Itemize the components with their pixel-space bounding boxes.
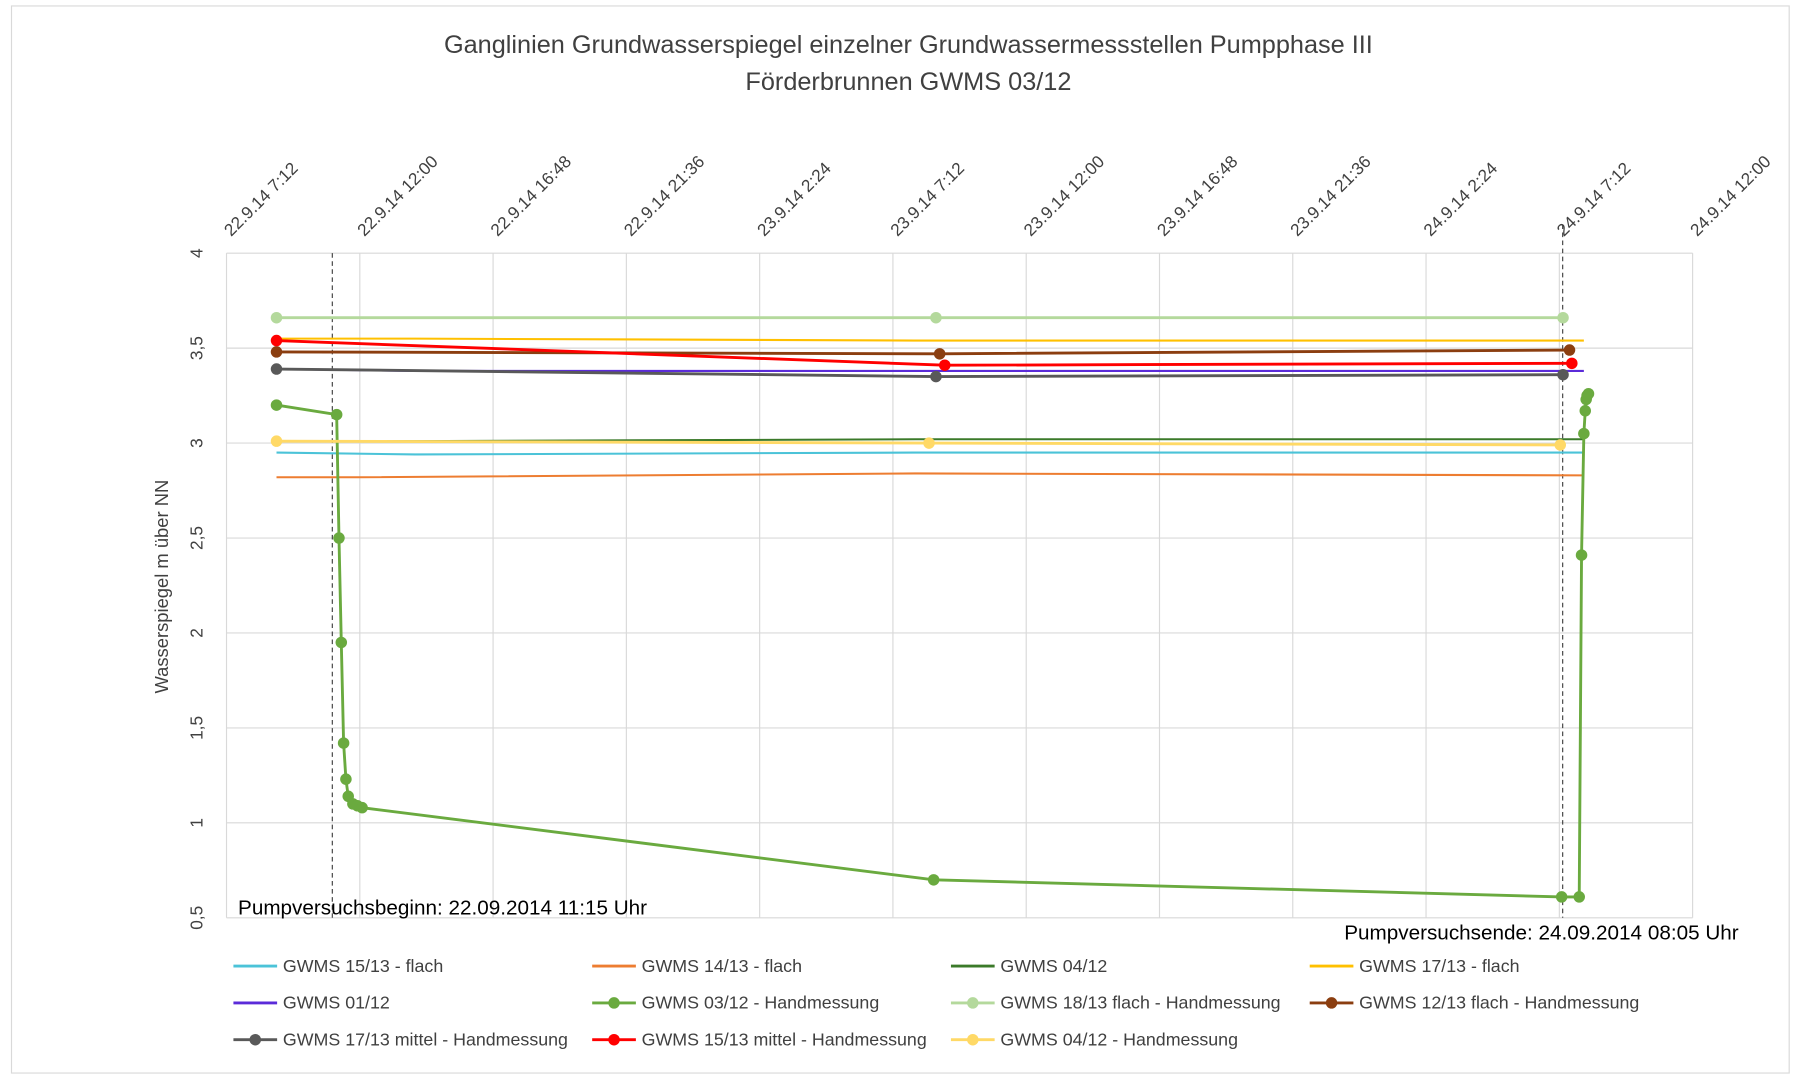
data-point xyxy=(356,801,368,814)
legend: GWMS 15/13 - flach GWMS 14/13 - flach GWMS… xyxy=(233,956,1639,1049)
legend-label: GWMS 03/12 - Handmessung xyxy=(642,993,880,1013)
legend-marker xyxy=(1325,997,1338,1009)
series-line xyxy=(276,337,1584,342)
data-point xyxy=(1566,357,1578,370)
legend-label: GWMS 15/13 - flach xyxy=(283,956,443,976)
data-point xyxy=(1563,344,1576,356)
data-point xyxy=(270,363,283,375)
y-tick-label: 1 xyxy=(186,818,206,828)
legend-label: GWMS 15/13 mittel - Handmessung xyxy=(642,1029,927,1049)
data-point xyxy=(1557,368,1569,381)
y-axis-label: Wasserspiegel m über NN xyxy=(151,480,172,694)
series-line xyxy=(276,472,1584,479)
plot xyxy=(270,224,1595,918)
legend-label: GWMS 18/13 flach - Handmessung xyxy=(1000,993,1280,1013)
legend-marker xyxy=(967,1033,979,1046)
series-line xyxy=(276,451,1584,456)
y-tick-label: 3,5 xyxy=(186,336,206,360)
data-point xyxy=(330,408,343,421)
legend-label: GWMS 01/12 xyxy=(283,993,390,1013)
legend-marker xyxy=(608,1033,620,1046)
data-point xyxy=(930,311,942,324)
y-tick-label: 1,5 xyxy=(186,716,206,740)
legend-marker xyxy=(608,997,620,1009)
data-point xyxy=(1573,891,1585,903)
data-point xyxy=(337,737,350,749)
data-point xyxy=(923,437,935,449)
data-point xyxy=(270,346,283,358)
y-tick-label: 3 xyxy=(186,438,206,448)
legend-label: GWMS 12/13 flach - Handmessung xyxy=(1359,993,1639,1013)
legend-label: GWMS 04/12 - Handmessung xyxy=(1000,1029,1238,1049)
data-point xyxy=(933,348,946,360)
data-point xyxy=(270,435,283,447)
legend-marker xyxy=(967,997,979,1009)
annotation: Pumpversuchsende: 24.09.2014 08:05 Uhr xyxy=(1344,922,1739,945)
data-point xyxy=(1555,891,1568,903)
data-point xyxy=(939,359,951,371)
y-tick-label: 0,5 xyxy=(186,906,206,930)
data-point xyxy=(930,370,942,383)
legend-label: GWMS 17/13 mittel - Handmessung xyxy=(283,1029,568,1049)
data-point xyxy=(1575,549,1588,561)
y-tick-label: 2,5 xyxy=(186,526,206,550)
annotation: Pumpversuchsbeginn: 22.09.2014 11:15 Uhr xyxy=(238,896,647,919)
data-point xyxy=(1578,427,1590,440)
data-point xyxy=(270,399,283,411)
legend-label: GWMS 17/13 - flach xyxy=(1359,956,1519,976)
data-point xyxy=(340,773,352,785)
chart-title: Ganglinien Grundwasserspiegel einzelner … xyxy=(444,31,1373,59)
data-point xyxy=(270,334,283,347)
data-point xyxy=(333,532,345,544)
legend-marker xyxy=(249,1033,262,1046)
y-tick-label: 4 xyxy=(186,248,206,258)
y-tick-label: 2 xyxy=(186,628,206,638)
data-point xyxy=(1554,439,1567,451)
data-point xyxy=(1582,387,1595,400)
data-point xyxy=(270,311,283,324)
chart-subtitle: Förderbrunnen GWMS 03/12 xyxy=(745,68,1071,96)
data-point xyxy=(335,636,348,649)
legend-label: GWMS 14/13 - flach xyxy=(642,956,802,976)
legend-label: GWMS 04/12 xyxy=(1000,956,1107,976)
data-point xyxy=(1579,405,1591,417)
data-point xyxy=(927,874,940,886)
data-point xyxy=(1557,311,1569,324)
